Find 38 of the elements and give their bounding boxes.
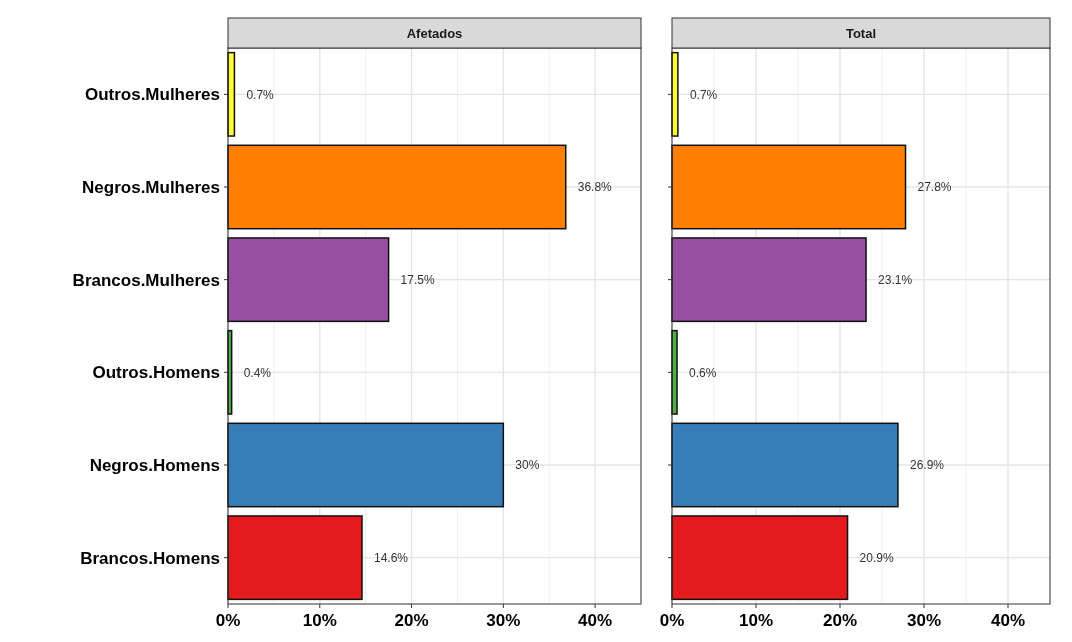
bar	[671, 422, 899, 508]
data-label: 20.9%	[859, 550, 894, 565]
x-tick-label: 0%	[215, 611, 241, 630]
bar	[671, 515, 849, 601]
x-tick-label: 10%	[738, 611, 774, 630]
chart-title: Afetados	[406, 25, 463, 41]
x-tick-label: 20%	[394, 611, 429, 630]
y-tick-label: Outros.Mulheres	[84, 85, 220, 105]
x-tick-label: 30%	[906, 611, 942, 630]
bar	[671, 237, 867, 323]
data-label: 27.8%	[917, 180, 952, 195]
data-label: 0.7%	[246, 87, 275, 102]
x-tick-label: 20%	[822, 611, 858, 630]
y-tick-label: Negros.Mulheres	[82, 177, 220, 197]
data-label: 23.1%	[878, 272, 913, 287]
chart-title: Total	[845, 25, 877, 41]
x-tick-label: 40%	[578, 611, 613, 630]
bar	[227, 515, 363, 601]
y-tick-label: Brancos.Mulheres	[72, 270, 220, 290]
bar	[227, 144, 567, 230]
data-label: 36.8%	[577, 180, 613, 195]
data-label: 26.9%	[909, 458, 945, 473]
y-tick-label: Outros.Homens	[92, 363, 220, 383]
bar	[227, 422, 505, 508]
bar	[227, 237, 390, 323]
data-label: 17.5%	[400, 272, 435, 287]
bar	[671, 144, 907, 230]
data-label: 0.7%	[689, 87, 718, 102]
y-tick-label: Brancos.Homens	[80, 548, 220, 568]
x-tick-label: 30%	[486, 611, 521, 630]
data-label: 30%	[515, 458, 540, 473]
data-label: 0.4%	[243, 365, 272, 380]
y-tick-label: Negros.Homens	[89, 455, 220, 475]
data-label: 14.6%	[374, 550, 409, 565]
x-tick-label: 0%	[659, 611, 685, 630]
x-tick-label: 10%	[302, 611, 337, 630]
x-tick-label: 40%	[990, 611, 1026, 630]
data-label: 0.6%	[689, 365, 717, 380]
